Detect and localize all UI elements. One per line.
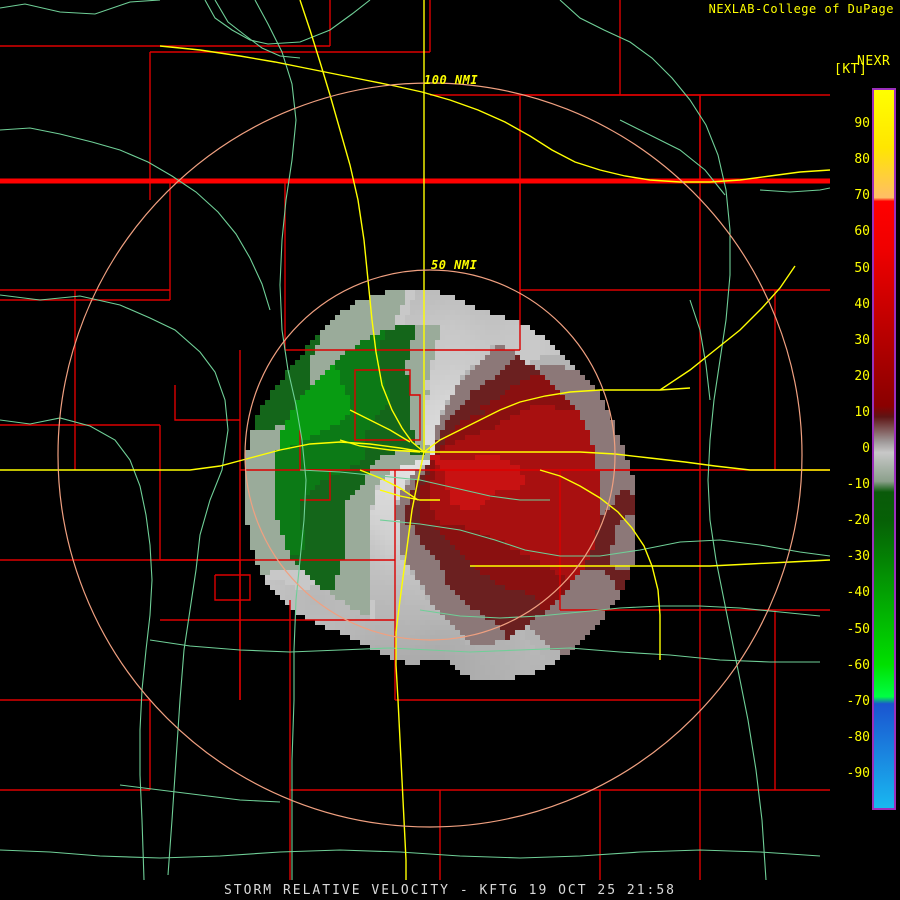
- river-line: [0, 417, 153, 880]
- map-overlay-layer: [0, 0, 830, 880]
- colorbar-tick-90: 90: [854, 116, 870, 132]
- range-ring-label-100nmi: 100 NMI: [424, 73, 479, 87]
- river-line: [0, 849, 821, 859]
- highway-line: [339, 439, 421, 453]
- colorbar-tick-80: 80: [854, 152, 870, 168]
- colorbar-title: NEXR: [857, 54, 891, 69]
- river-line: [214, 0, 301, 59]
- river-line: [759, 187, 830, 193]
- highway-line: [159, 45, 830, 183]
- county-border: [174, 385, 240, 421]
- map-canvas[interactable]: [0, 0, 830, 880]
- colorbar-tick-neg20: -20: [846, 513, 870, 529]
- colorbar-tick-neg90: -90: [846, 765, 870, 781]
- county-border: [354, 369, 421, 441]
- provider-credit: NEXLAB-College of DuPage: [708, 2, 894, 16]
- colorbar-tick-50: 50: [854, 260, 870, 276]
- colorbar-unit-label: [KT]: [834, 62, 868, 77]
- river-line: [119, 784, 281, 803]
- river-line: [204, 0, 371, 45]
- highway-line: [349, 409, 411, 443]
- colorbar-tick-40: 40: [854, 296, 870, 312]
- colorbar-tick-10: 10: [854, 404, 870, 420]
- colorbar-panel: NEXR [KT] 90 80 70 60 50 40 30 20 10 0 -10 -20 -30 -4…: [830, 0, 900, 900]
- river-line: [619, 119, 726, 196]
- county-border: [299, 430, 331, 501]
- highway-line: [379, 489, 440, 501]
- highway-line: [659, 265, 796, 391]
- colorbar-tick-30: 30: [854, 332, 870, 348]
- river-line: [419, 605, 821, 619]
- range-ring-label-50nmi: 50 NMI: [431, 258, 478, 272]
- highway-line: [0, 441, 425, 471]
- colorbar-tick-neg60: -60: [846, 657, 870, 673]
- colorbar-tick-neg50: -50: [846, 621, 870, 637]
- colorbar-tick-60: 60: [854, 224, 870, 240]
- river-line: [379, 519, 830, 557]
- colorbar-tick-neg10: -10: [846, 477, 870, 493]
- county-border: [214, 574, 251, 601]
- colorbar-tick-70: 70: [854, 188, 870, 204]
- colorbar-tick-neg30: -30: [846, 549, 870, 565]
- river-line: [559, 0, 767, 880]
- range-ring-50nmi: [244, 269, 616, 641]
- river-line: [149, 639, 820, 663]
- highway-line: [395, 451, 425, 880]
- river-line: [689, 299, 711, 401]
- highway-line: [423, 387, 691, 453]
- river-line: [0, 0, 161, 15]
- range-ring-100nmi: [57, 82, 803, 828]
- colorbar-gradient: [874, 90, 894, 808]
- colorbar-tick-neg70: -70: [846, 693, 870, 709]
- river-line: [299, 469, 550, 501]
- highway-line: [424, 451, 830, 471]
- product-status-bar: STORM RELATIVE VELOCITY - KFTG 19 OCT 25…: [223, 882, 677, 898]
- highway-line: [539, 469, 661, 660]
- colorbar-tick-0: 0: [862, 441, 870, 456]
- colorbar-tick-20: 20: [854, 368, 870, 384]
- river-line: [254, 0, 307, 880]
- river-line: [0, 294, 229, 876]
- river-line: [0, 127, 271, 311]
- highway-line: [299, 0, 425, 453]
- colorbar-tick-neg40: -40: [846, 585, 870, 601]
- highway-line: [359, 469, 419, 501]
- colorbar-scale: [872, 88, 896, 810]
- colorbar-tick-neg80: -80: [846, 729, 870, 745]
- highway-line: [470, 559, 830, 567]
